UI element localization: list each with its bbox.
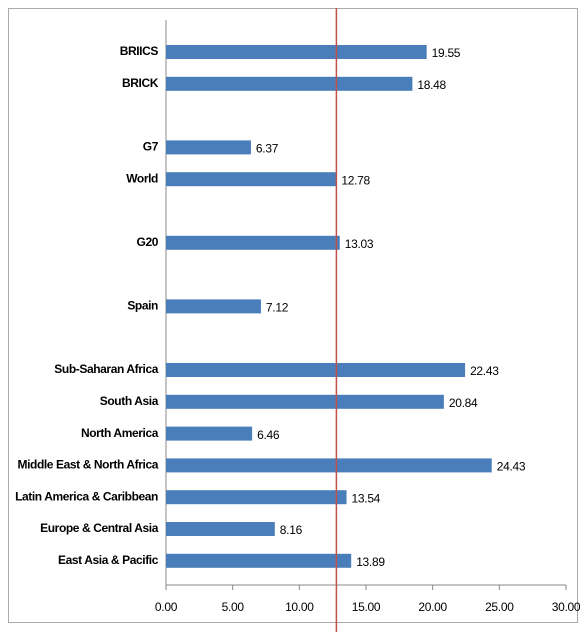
x-tick-label: 10.00: [285, 600, 314, 614]
x-tick-label: 5.00: [222, 600, 245, 614]
y-tick-label: Sub-Saharan Africa: [54, 362, 158, 376]
y-tick-label: BRIICS: [120, 44, 159, 58]
y-tick-label: Spain: [127, 299, 158, 313]
value-label: 13.03: [345, 237, 374, 251]
y-tick-label: Middle East & North Africa: [17, 458, 158, 472]
bar: [166, 76, 413, 91]
bar: [166, 45, 427, 59]
y-tick-label: Latin America & Caribbean: [15, 489, 158, 503]
bar: [166, 553, 352, 568]
x-tick-label: 25.00: [485, 600, 514, 614]
x-tick-label: 0.00: [155, 600, 178, 614]
x-tick-label: 30.00: [552, 600, 581, 614]
y-tick-label: East Asia & Pacific: [58, 553, 159, 567]
bar: [166, 363, 466, 377]
bar: [166, 235, 340, 250]
value-label: 6.46: [257, 428, 280, 442]
bar: [166, 522, 275, 536]
y-tick-label: North America: [81, 426, 159, 440]
x-tick-label: 15.00: [352, 600, 381, 614]
value-label: 12.78: [341, 173, 370, 187]
bar: [166, 458, 492, 473]
bar: [166, 426, 253, 441]
bar: [166, 394, 444, 409]
bar: [166, 490, 347, 505]
y-tick-label: G7: [143, 140, 159, 154]
value-label: 8.16: [280, 523, 303, 537]
value-label: 19.55: [432, 46, 461, 60]
value-label: 18.48: [417, 78, 446, 92]
y-tick-label: South Asia: [100, 394, 159, 408]
y-tick-label: BRICK: [122, 76, 159, 90]
value-label: 22.43: [470, 364, 499, 378]
value-label: 13.54: [352, 491, 381, 505]
y-tick-label: World: [126, 171, 158, 185]
bar: [166, 172, 337, 187]
bar: [166, 140, 251, 155]
y-tick-label: Europe & Central Asia: [40, 521, 159, 535]
x-tick-label: 20.00: [418, 600, 447, 614]
value-label: 7.12: [266, 301, 289, 315]
value-label: 13.89: [356, 555, 385, 569]
chart-frame: [8, 8, 578, 623]
value-label: 6.37: [256, 142, 279, 156]
value-label: 24.43: [497, 460, 526, 474]
bar: [166, 299, 261, 314]
y-tick-label: G20: [137, 235, 159, 249]
value-label: 20.84: [449, 396, 478, 410]
